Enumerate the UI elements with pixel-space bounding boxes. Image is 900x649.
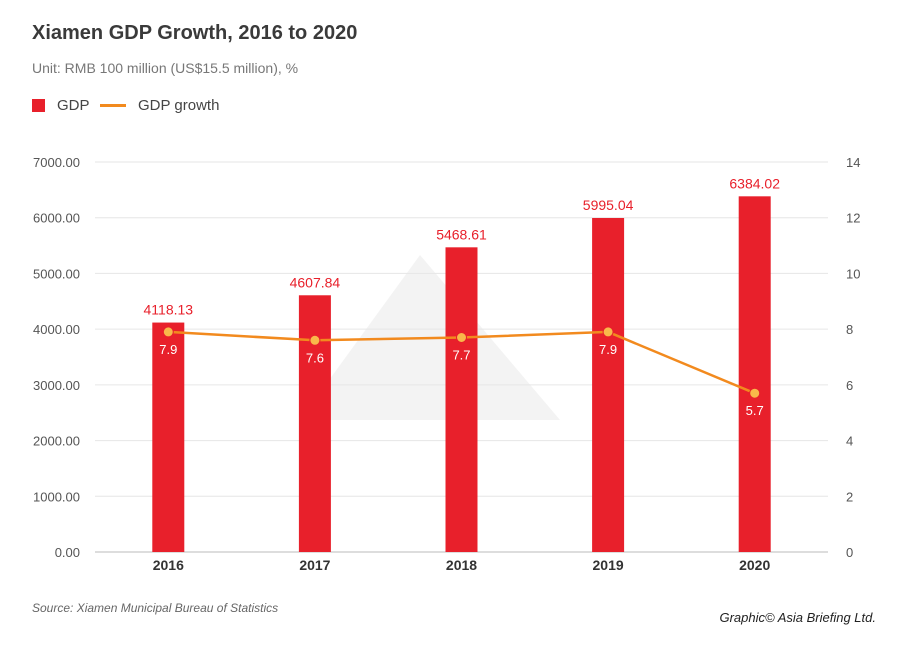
chart-subtitle: Unit: RMB 100 million (US$15.5 million),… bbox=[32, 60, 299, 76]
line-data-label: 7.9 bbox=[159, 342, 177, 357]
left-tick-label: 7000.00 bbox=[33, 155, 80, 170]
left-tick-label: 0.00 bbox=[55, 545, 80, 560]
legend-swatch-growth bbox=[100, 104, 126, 107]
x-tick-label: 2020 bbox=[739, 557, 770, 573]
source-note: Source: Xiamen Municipal Bureau of Stati… bbox=[32, 601, 279, 615]
line-point bbox=[749, 387, 761, 399]
x-tick-label: 2018 bbox=[446, 557, 477, 573]
line-data-label: 7.7 bbox=[452, 348, 470, 363]
right-tick-label: 14 bbox=[846, 155, 860, 170]
legend-label: GDP bbox=[57, 97, 90, 114]
right-tick-label: 0 bbox=[846, 545, 853, 560]
x-tick-label: 2016 bbox=[153, 557, 184, 573]
left-tick-label: 3000.00 bbox=[33, 378, 80, 393]
line-point bbox=[602, 326, 614, 338]
bar-data-label: 4607.84 bbox=[290, 274, 341, 290]
x-tick-label: 2017 bbox=[299, 557, 330, 573]
left-tick-label: 2000.00 bbox=[33, 434, 80, 449]
line-point bbox=[456, 332, 467, 343]
right-tick-label: 2 bbox=[846, 489, 853, 504]
right-tick-label: 6 bbox=[846, 378, 853, 393]
bar-gdp bbox=[592, 217, 625, 552]
legend-label: GDP growth bbox=[138, 97, 220, 114]
right-tick-label: 8 bbox=[846, 322, 853, 337]
legend-gdp: GDP bbox=[32, 97, 90, 114]
line-point bbox=[309, 334, 321, 346]
right-tick-label: 12 bbox=[846, 211, 860, 226]
bar-gdp bbox=[445, 247, 478, 552]
chart-title: Xiamen GDP Growth, 2016 to 2020 bbox=[32, 22, 358, 44]
bar-data-label: 6384.02 bbox=[729, 175, 780, 191]
line-data-label: 7.9 bbox=[599, 342, 617, 357]
left-tick-label: 4000.00 bbox=[33, 322, 80, 337]
line-point bbox=[162, 326, 174, 338]
legend-gdp-growth: GDP growth bbox=[100, 97, 219, 114]
legend-swatch-gdp bbox=[32, 99, 45, 112]
bar-gdp bbox=[298, 295, 331, 552]
line-data-label: 7.6 bbox=[306, 350, 324, 365]
credit: Graphic© Asia Briefing Ltd. bbox=[719, 610, 876, 625]
right-tick-label: 4 bbox=[846, 434, 853, 449]
line-data-label: 5.7 bbox=[746, 403, 764, 418]
bar-data-label: 5995.04 bbox=[583, 197, 634, 213]
left-tick-label: 6000.00 bbox=[33, 211, 80, 226]
bar-data-label: 5468.61 bbox=[436, 226, 487, 242]
bar-gdp bbox=[152, 322, 185, 552]
bar-data-label: 4118.13 bbox=[144, 302, 194, 318]
x-tick-label: 2019 bbox=[593, 557, 624, 573]
left-tick-label: 5000.00 bbox=[33, 266, 80, 281]
right-tick-label: 10 bbox=[846, 266, 860, 281]
bar-gdp bbox=[738, 196, 771, 552]
left-tick-label: 1000.00 bbox=[33, 489, 80, 504]
